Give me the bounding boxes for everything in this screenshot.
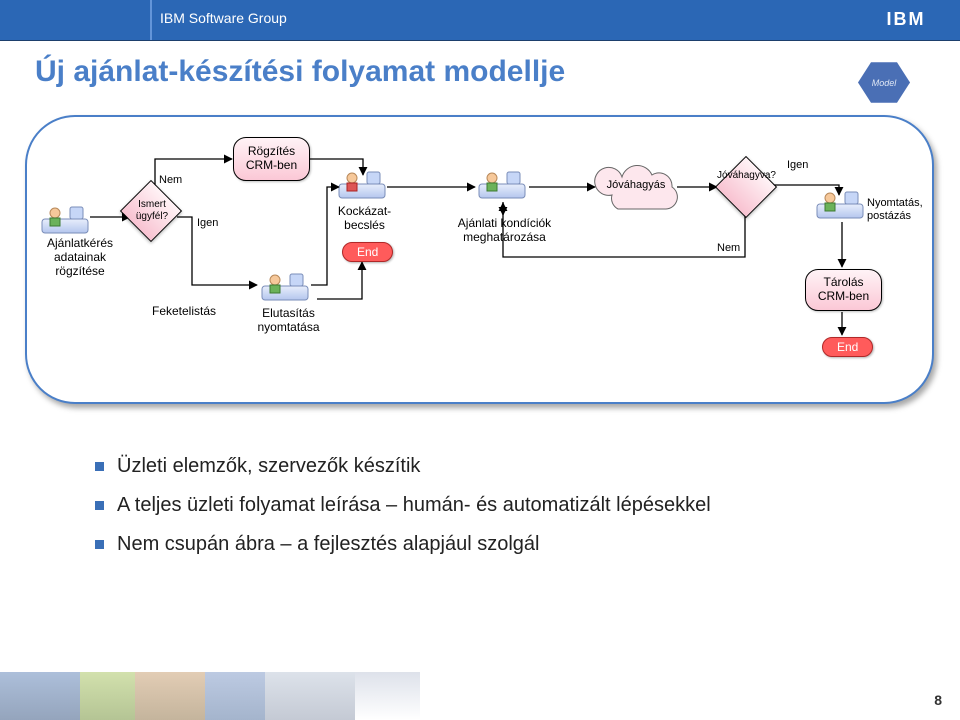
header-bar: IBM Software Group IBM [0, 0, 960, 41]
ibm-logo: IBM [870, 5, 942, 33]
node-end1: End [342, 242, 393, 262]
model-hex-label: Model [872, 78, 897, 88]
bullet-item: Üzleti elemzők, szervezők készítik [95, 455, 900, 478]
bullet-item: A teljes üzleti folyamat leírása – humán… [95, 494, 900, 517]
flow-connectors [27, 117, 932, 402]
node-tarolas: Tárolás CRM-ben [805, 269, 882, 311]
footer-art [0, 665, 420, 720]
ibm-logo-text: IBM [887, 9, 926, 30]
header-accent [150, 0, 152, 40]
model-hexagon-icon: Model [858, 60, 910, 105]
bullet-list: Üzleti elemzők, szervezők készítik A tel… [55, 455, 900, 572]
node-rogzites: Rögzítés CRM-ben [233, 137, 310, 181]
bullet-item: Nem csupán ábra – a fejlesztés alapjául … [95, 533, 900, 556]
flowchart-container: Ajánlatkérés adatainak rögzítése Ismert … [25, 115, 934, 404]
node-end2: End [822, 337, 873, 357]
page-title: Új ajánlat-készítési folyamat modellje [35, 55, 565, 89]
page-number: 8 [934, 692, 942, 708]
header-group-label: IBM Software Group [160, 10, 287, 26]
